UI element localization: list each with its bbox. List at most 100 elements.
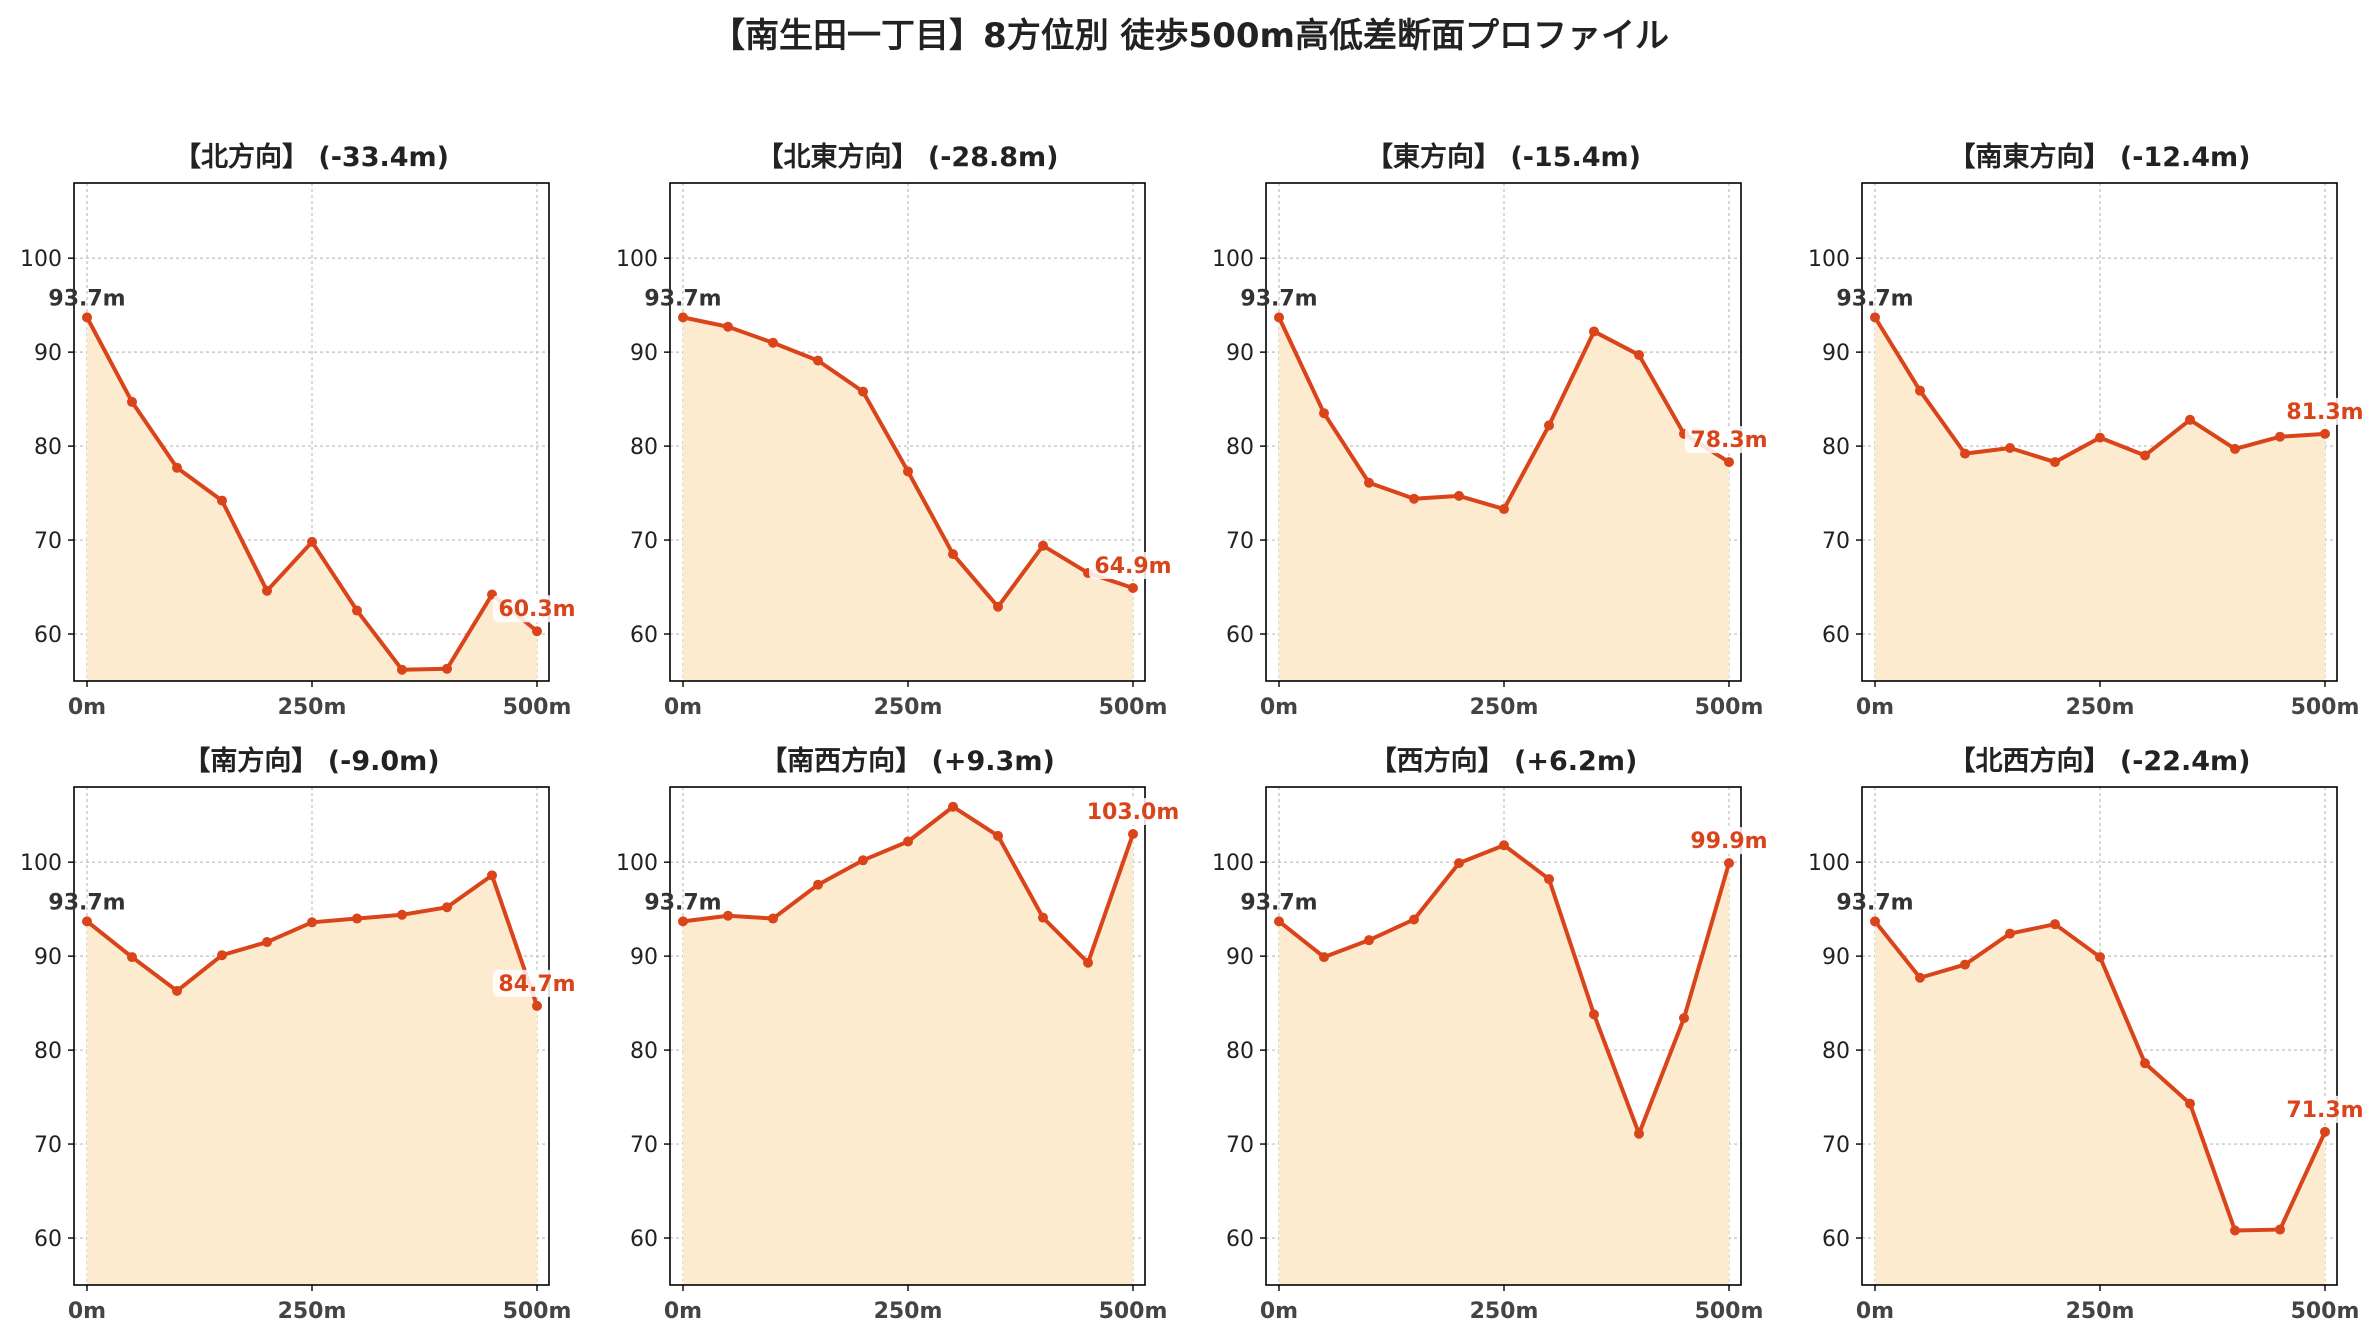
y-tick-label: 100 — [616, 247, 658, 272]
x-tick-label: 0m — [1260, 1299, 1298, 1324]
start-label: 93.7m — [644, 890, 721, 915]
y-tick-label: 90 — [1226, 341, 1254, 366]
data-point — [1274, 312, 1284, 323]
y-tick-label: 80 — [34, 1039, 62, 1064]
start-label: 93.7m — [1240, 286, 1317, 311]
subplot-6: 【西方向】 (+6.2m) 60 70 80 90 100 0m 250m 500m 93.7m 9… — [1212, 745, 1773, 1324]
data-point — [2005, 928, 2015, 939]
data-point — [307, 536, 317, 547]
data-point — [1319, 952, 1329, 963]
subplot-title: 【南西方向】 (+9.3m) — [760, 745, 1055, 777]
data-point — [1409, 914, 1419, 925]
y-tick-label: 60 — [34, 623, 62, 648]
y-tick-label: 90 — [1226, 945, 1254, 970]
subplot-2: 【東方向】 (-15.4m) 60 70 80 90 100 0m 250m 500m 93.7m… — [1212, 141, 1773, 720]
data-point — [82, 916, 92, 927]
end-label-bg — [1089, 797, 1177, 825]
data-point — [172, 985, 182, 996]
y-tick-label: 90 — [34, 341, 62, 366]
y-tick-label: 100 — [1808, 851, 1850, 876]
data-point — [1364, 935, 1374, 946]
y-tick-label: 80 — [630, 435, 658, 460]
data-point — [1083, 957, 1093, 968]
subplot-title: 【南方向】 (-9.0m) — [183, 745, 439, 777]
data-point — [127, 952, 137, 963]
end-label: 64.9m — [1094, 554, 1171, 579]
end-label-bg — [1685, 426, 1773, 454]
end-label: 84.7m — [498, 972, 575, 997]
y-tick-label: 100 — [1212, 851, 1254, 876]
figure-title: 【南生田一丁目】8方位別 徒歩500m高低差断面プロファイル — [711, 16, 1669, 56]
end-label: 60.3m — [498, 597, 575, 622]
data-point — [2275, 431, 2285, 442]
data-point — [262, 937, 272, 948]
x-tick-label: 500m — [1695, 695, 1764, 720]
elevation-area — [1875, 921, 2325, 1285]
y-tick-label: 90 — [1822, 341, 1850, 366]
x-tick-label: 250m — [278, 695, 347, 720]
start-label: 93.7m — [48, 286, 125, 311]
data-point — [1589, 1009, 1599, 1020]
elevation-area — [1875, 317, 2325, 681]
x-tick-label: 250m — [1470, 695, 1539, 720]
data-point — [127, 396, 137, 407]
data-point — [397, 909, 407, 920]
data-point — [442, 663, 452, 674]
elevation-area — [1279, 845, 1729, 1285]
subplot-title: 【西方向】 (+6.2m) — [1370, 745, 1638, 777]
data-point — [903, 466, 913, 477]
data-point — [723, 321, 733, 332]
data-point — [1038, 912, 1048, 923]
x-tick-label: 250m — [874, 1299, 943, 1324]
y-tick-label: 100 — [1808, 247, 1850, 272]
data-point — [678, 312, 688, 323]
x-tick-label: 0m — [1260, 695, 1298, 720]
y-tick-label: 70 — [1226, 1133, 1254, 1158]
data-point — [172, 462, 182, 473]
end-label-bg — [493, 595, 581, 623]
y-tick-label: 90 — [1822, 945, 1850, 970]
start-label: 93.7m — [1836, 890, 1913, 915]
data-point — [1724, 858, 1734, 869]
data-point — [1409, 493, 1419, 504]
end-label: 71.3m — [2286, 1098, 2363, 1123]
x-tick-label: 250m — [1470, 1299, 1539, 1324]
data-point — [858, 386, 868, 397]
data-point — [1544, 874, 1554, 885]
y-tick-label: 70 — [34, 529, 62, 554]
start-label: 93.7m — [1836, 286, 1913, 311]
data-point — [1960, 959, 1970, 970]
y-tick-label: 60 — [34, 1227, 62, 1252]
data-point — [1544, 420, 1554, 431]
subplot-0: 【北方向】 (-33.4m) 60 70 80 90 100 0m 250m 500m 93.7m… — [20, 141, 581, 720]
data-point — [2320, 428, 2330, 439]
data-point — [768, 913, 778, 924]
data-point — [1589, 326, 1599, 337]
subplot-title: 【東方向】 (-15.4m) — [1366, 141, 1641, 173]
data-point — [352, 913, 362, 924]
data-point — [397, 664, 407, 675]
data-point — [993, 601, 1003, 612]
start-label: 93.7m — [48, 890, 125, 915]
end-label: 99.9m — [1690, 829, 1767, 854]
data-point — [678, 916, 688, 927]
y-tick-label: 60 — [630, 623, 658, 648]
elevation-area — [1279, 317, 1729, 681]
data-point — [813, 355, 823, 366]
data-point — [1128, 582, 1138, 593]
subplot-title: 【南東方向】 (-12.4m) — [1948, 141, 2250, 173]
y-tick-label: 100 — [20, 851, 62, 876]
end-label-bg — [1685, 827, 1773, 855]
subplot-title: 【北方向】 (-33.4m) — [174, 141, 449, 173]
y-tick-label: 80 — [1226, 1039, 1254, 1064]
y-tick-label: 70 — [1822, 529, 1850, 554]
data-point — [1454, 858, 1464, 869]
data-point — [948, 549, 958, 560]
x-tick-label: 500m — [1099, 1299, 1168, 1324]
data-point — [1454, 490, 1464, 501]
x-tick-label: 500m — [2291, 1299, 2360, 1324]
data-point — [1319, 408, 1329, 419]
data-point — [1499, 504, 1509, 515]
data-point — [1915, 972, 1925, 983]
